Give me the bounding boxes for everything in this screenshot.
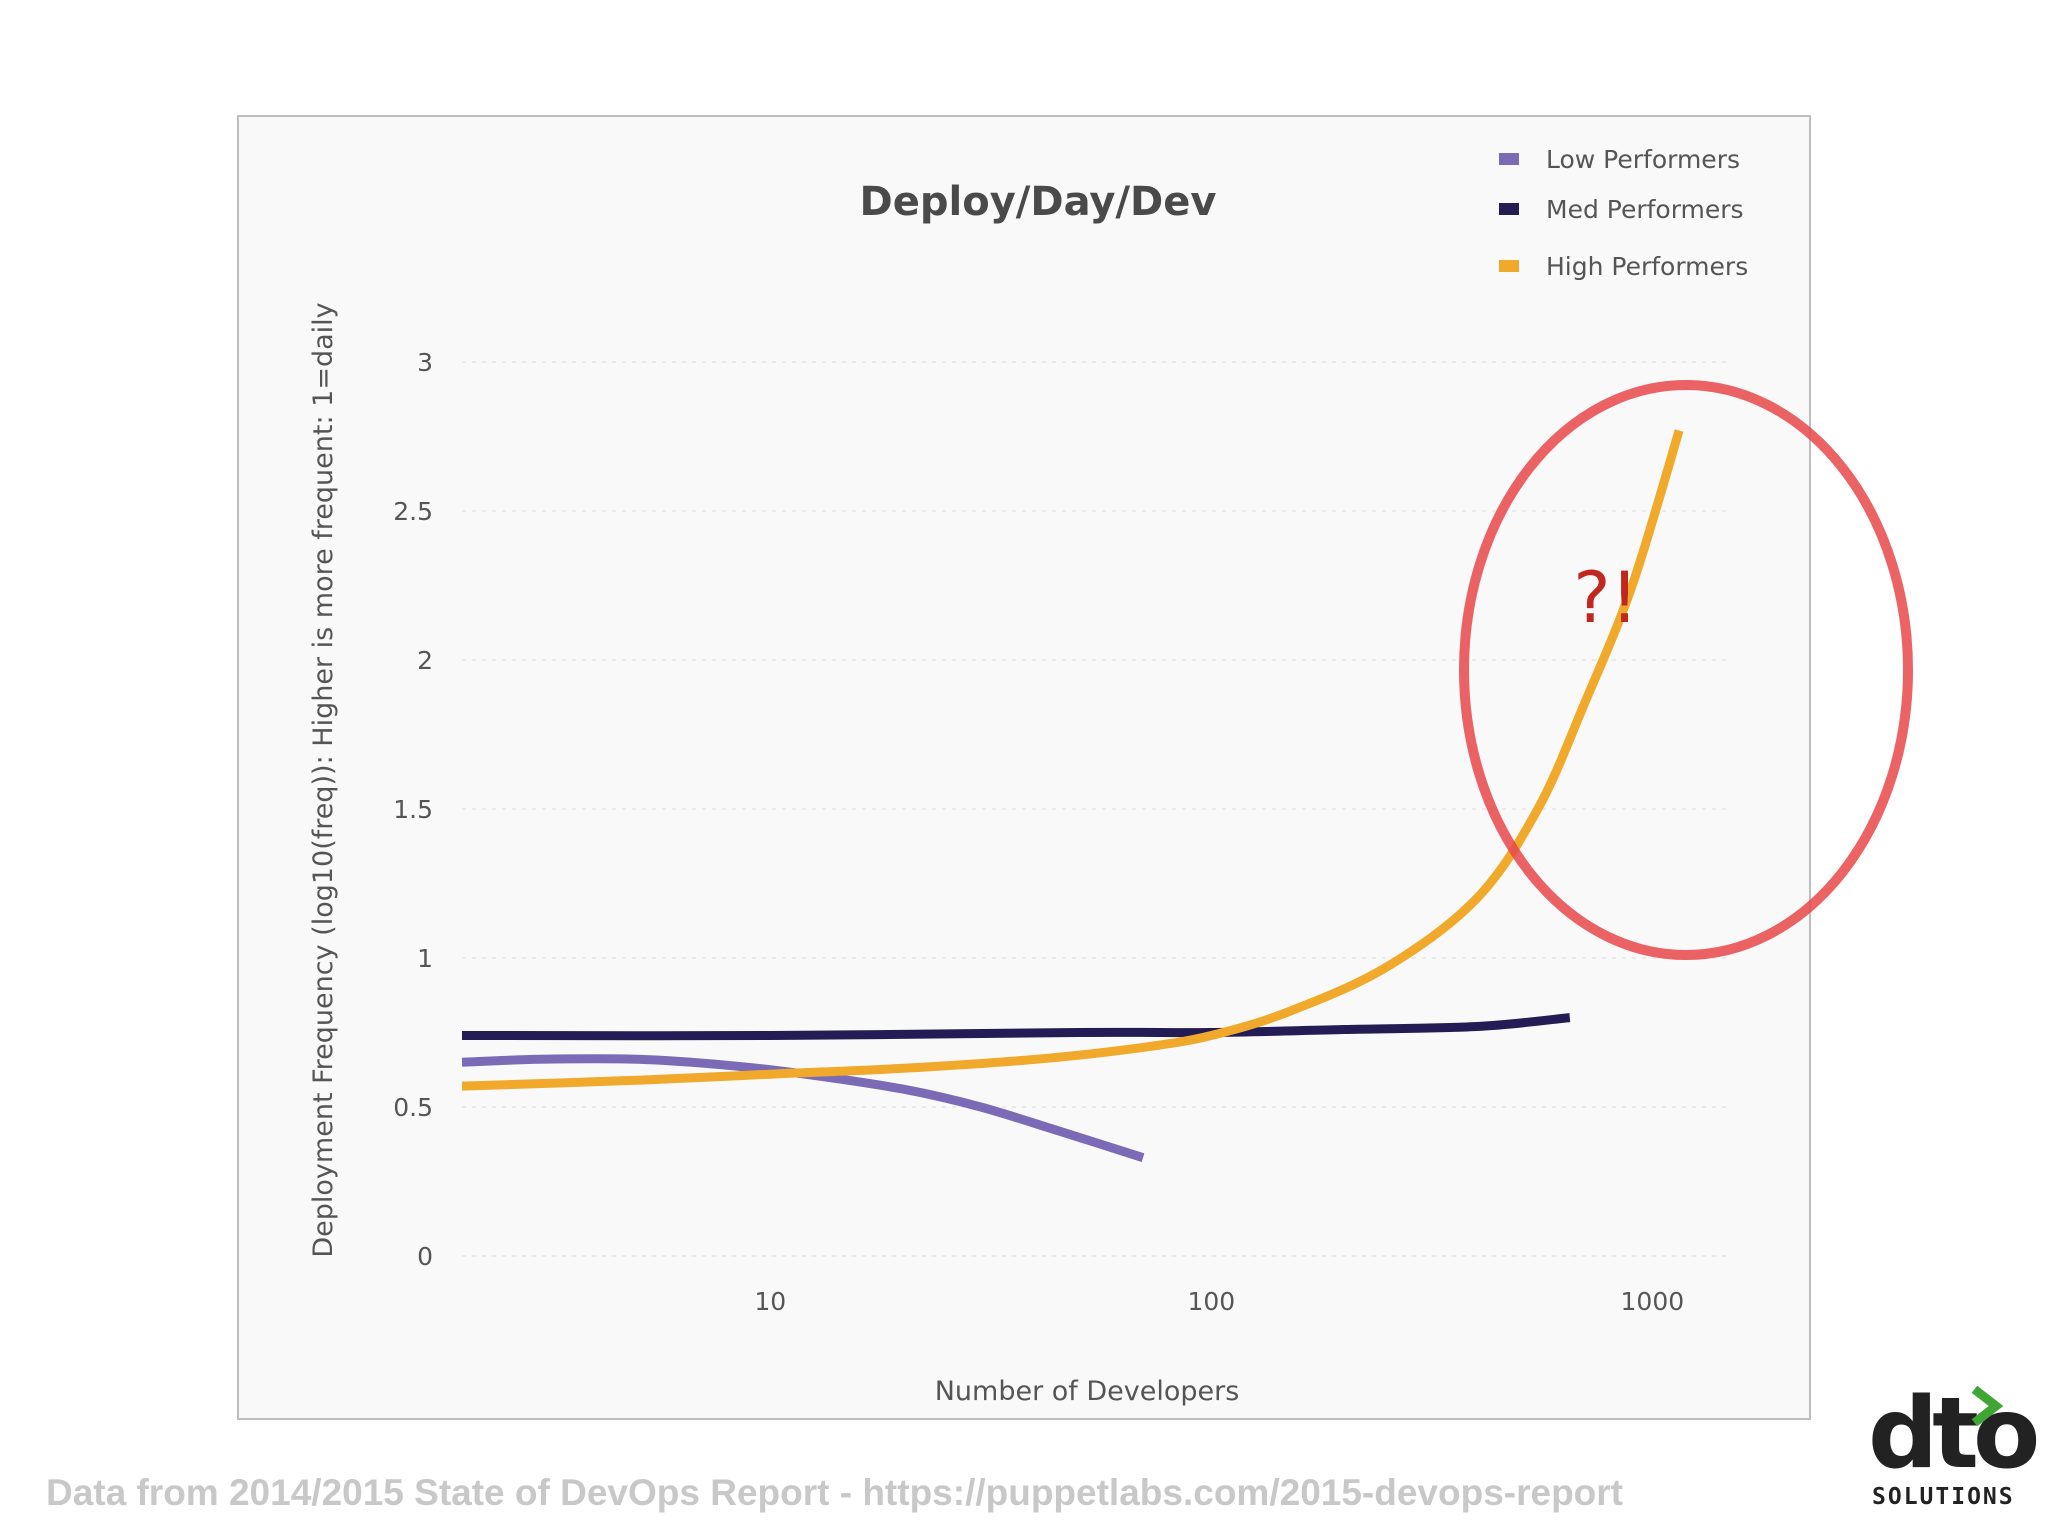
y-tick-label: 1 <box>417 944 433 973</box>
y-tick-label: 0.5 <box>393 1093 433 1122</box>
source-footer: Data from 2014/2015 State of DevOps Repo… <box>46 1472 1623 1513</box>
chart-frame <box>237 115 1811 1420</box>
x-tick-label: 100 <box>1187 1287 1235 1316</box>
x-tick-labels: 10 100 1000 <box>754 1287 1684 1316</box>
y-tick-label: 3 <box>417 348 433 377</box>
chart-title: Deploy/Day/Dev <box>860 179 1217 225</box>
legend: Low Performers Med Performers High Perform… <box>1499 145 1748 281</box>
x-tick-label: 1000 <box>1621 1287 1685 1316</box>
series-line-high-performers <box>461 429 1684 1091</box>
legend-label-med-performers: Med Performers <box>1546 195 1744 224</box>
legend-label-low-performers: Low Performers <box>1546 145 1740 174</box>
series-layer <box>461 429 1684 1162</box>
y-tick-label: 1.5 <box>393 795 433 824</box>
grid-layer <box>462 361 1730 1257</box>
legend-label-high-performers: High Performers <box>1546 252 1748 281</box>
legend-swatch-low-performers <box>1499 153 1519 165</box>
logo-chevron-icon <box>1971 1386 2004 1426</box>
legend-swatch-med-performers <box>1499 203 1519 215</box>
x-tick-label: 10 <box>754 1287 786 1316</box>
dto-solutions-logo: dto SOLUTIONS <box>1860 1384 2040 1510</box>
y-axis-title: Deployment Frequency (log10(freq)): High… <box>308 302 339 1257</box>
series-line-med-performers <box>461 1013 1571 1041</box>
logo-subtitle: SOLUTIONS <box>1872 1484 2015 1510</box>
annotation-circle <box>1459 380 1913 960</box>
logo-mark: dto <box>1868 1377 2040 1491</box>
y-tick-labels: 0 0.5 1 1.5 2 2.5 3 <box>393 348 433 1271</box>
x-axis-title: Number of Developers <box>935 1376 1240 1407</box>
legend-swatch-high-performers <box>1499 260 1519 272</box>
y-tick-label: 0 <box>417 1242 433 1271</box>
y-tick-label: 2 <box>417 646 433 675</box>
y-tick-label: 2.5 <box>393 497 433 526</box>
annotation-text: ?! <box>1573 557 1638 639</box>
